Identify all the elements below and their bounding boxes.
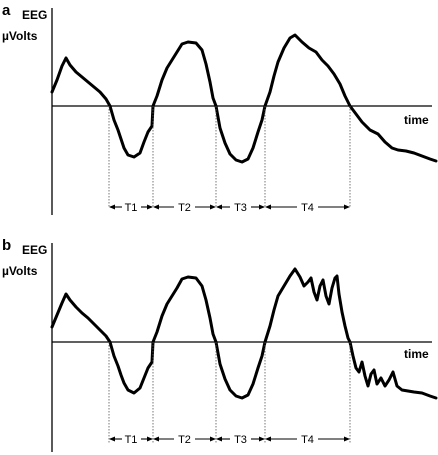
panel-a-t4-label: T4 [301, 202, 314, 214]
panel-b-interval-t4: T4 [265, 434, 350, 446]
panel-a-eeg-trace [50, 33, 438, 164]
panel-a-t3-label: T3 [234, 202, 247, 214]
panel-b-y-label-units: µVolts [2, 264, 38, 278]
panel-b-interval-t2: T2 [153, 434, 216, 446]
panel-a-interval-t4: T4 [265, 202, 350, 214]
panel-b-x-label: time [404, 347, 429, 361]
panel-b-eeg-trace [50, 267, 438, 400]
panel-b-letter: b [2, 237, 11, 254]
panel-a-y-label-eeg: EEG [22, 8, 47, 22]
panel-b-interval-t3: T3 [216, 434, 265, 446]
panel-a-interval-t3: T3 [216, 202, 265, 214]
panel-b-t3-label: T3 [234, 434, 247, 446]
panel-b-y-label-eeg: EEG [22, 243, 47, 257]
panel-a-t1-label: T1 [125, 202, 138, 214]
panel-a-y-label-units: µVolts [2, 29, 38, 43]
panel-a-letter: a [2, 2, 11, 19]
panel-a-x-label: time [404, 113, 429, 127]
panel-b-t1-label: T1 [125, 434, 138, 446]
panel-b: b EEG µVolts time T1 T2 [2, 237, 438, 452]
panel-a-t2-label: T2 [178, 202, 191, 214]
panel-a: a EEG µVolts time T1 T2 [2, 2, 438, 215]
panel-a-interval-t2: T2 [153, 202, 216, 214]
panel-b-interval-t1: T1 [109, 434, 153, 446]
panel-b-t2-label: T2 [178, 434, 191, 446]
panel-b-t4-label: T4 [301, 434, 314, 446]
panel-a-interval-t1: T1 [109, 202, 153, 214]
